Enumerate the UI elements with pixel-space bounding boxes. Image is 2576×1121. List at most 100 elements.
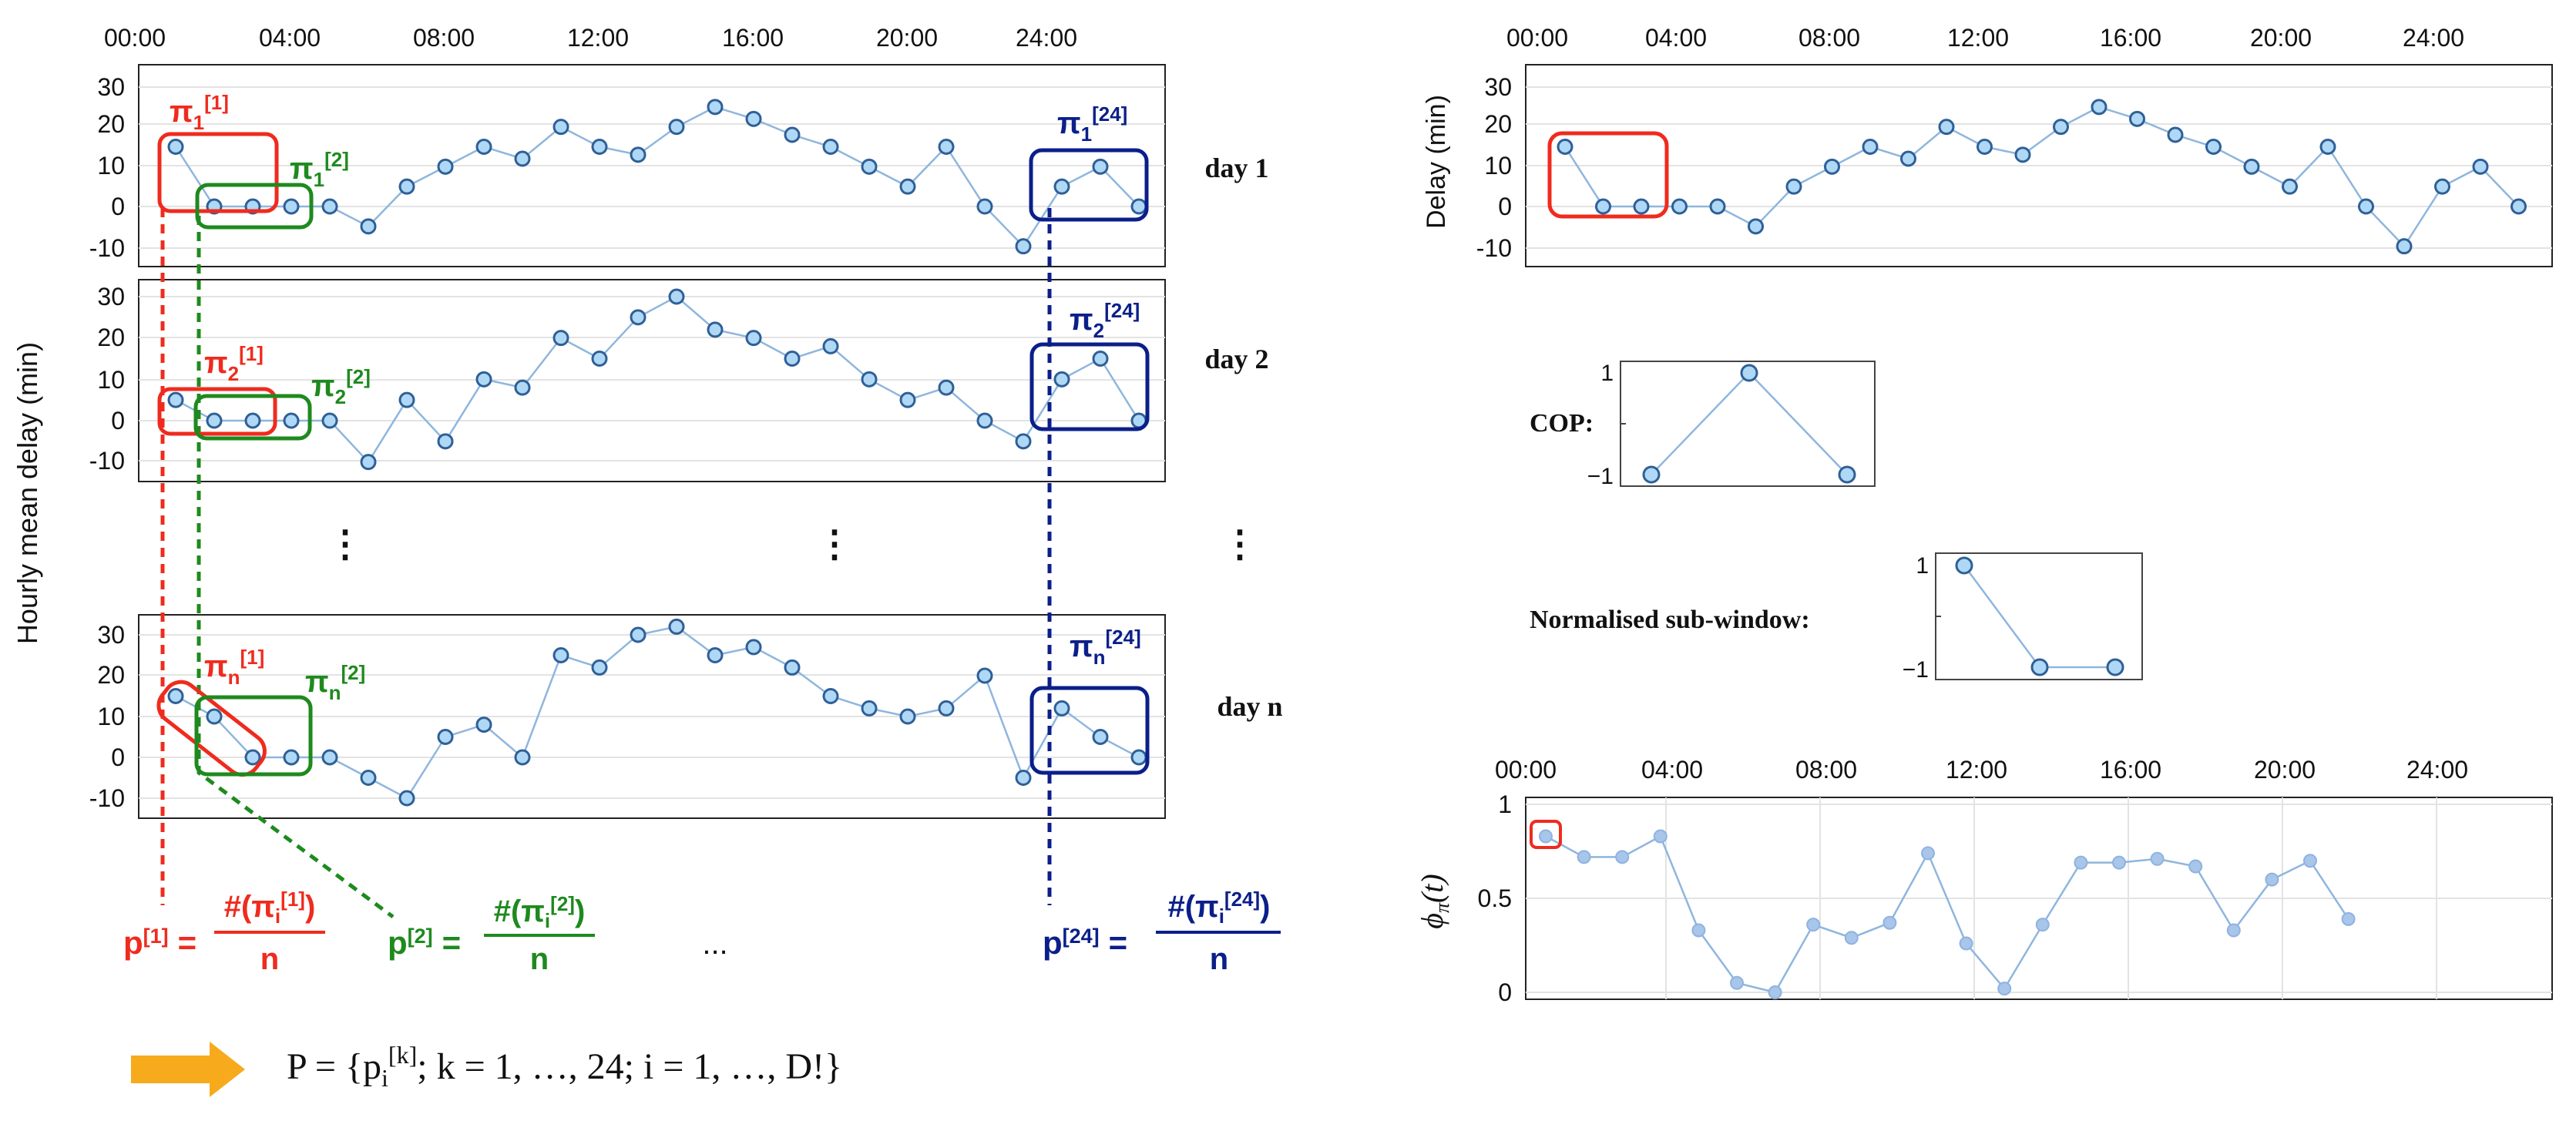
cop-label: COP:: [1530, 409, 1594, 438]
dayn-point: [398, 790, 415, 807]
dayn-point: [591, 659, 608, 676]
day2-point: [321, 412, 338, 429]
phi-point: [2303, 854, 2317, 868]
day2-ytick: -10: [89, 447, 125, 475]
day2-point: [899, 391, 916, 408]
prob-denominator: n: [530, 942, 549, 976]
normalised-point: [2030, 658, 2049, 676]
dayn-point: [1053, 700, 1070, 717]
day1-point: [437, 158, 454, 175]
day2-point: [822, 337, 839, 354]
cop-series: [1642, 364, 1856, 484]
dayn-pattern-box-navy: [1029, 686, 1150, 775]
dayn-ytick: 0: [111, 743, 125, 771]
delay-point: [1977, 139, 1993, 155]
prob-formula-1: p[1] = #(πi[1]) n: [123, 888, 325, 976]
dayn-panel: 30 20 10 0 -10 day n: [89, 614, 1283, 819]
day1-ytick: 30: [97, 73, 125, 101]
day2-point: [630, 309, 647, 326]
day2-ytick: 10: [97, 366, 125, 394]
phi-point: [1959, 936, 1973, 951]
day2-pattern-box-navy: [1029, 342, 1150, 431]
day1-point: [668, 119, 685, 136]
day1-series: [167, 99, 1147, 255]
dayn-pattern-box-red: [156, 680, 267, 777]
dayn-label: day n: [1217, 691, 1282, 722]
day1-point: [784, 126, 801, 143]
phi-point: [2226, 923, 2241, 938]
day2-pattern-label-navy: π2[24]: [1070, 299, 1140, 342]
dayn-point: [861, 700, 878, 717]
phi-xtick: 04:00: [1641, 756, 1703, 784]
dayn-pattern-label-red: πn[1]: [204, 646, 264, 689]
day1-point: [861, 158, 878, 175]
day2-point: [745, 330, 762, 347]
day1-point: [398, 178, 415, 195]
phi-xtick: 20:00: [2254, 756, 2316, 784]
delay-xtick: 20:00: [2250, 24, 2312, 52]
phi-point: [1730, 975, 1744, 990]
dayn-point: [630, 626, 647, 643]
delay-point: [1633, 198, 1650, 215]
phi-point: [1882, 915, 1897, 930]
phi-chart: 00:00 04:00 08:00 12:00 16:00 20:00 24:0…: [1415, 756, 2553, 1006]
dayn-point: [1130, 749, 1147, 766]
delay-point: [2358, 198, 2374, 215]
day2-point: [976, 412, 993, 429]
normalised-point: [1955, 556, 1973, 575]
left-time-label: 20:00: [876, 24, 938, 52]
day2-point: [591, 351, 608, 367]
phi-point: [1539, 829, 1553, 844]
delay-point: [2472, 158, 2489, 175]
delay-point: [2053, 119, 2069, 136]
day2-point: [1053, 371, 1070, 388]
day1-point: [976, 198, 993, 215]
phi-point: [2074, 855, 2088, 870]
dayn-ytick: -10: [89, 784, 125, 812]
prob-formula-24: p[24] = #(πi[24]) n: [1043, 888, 1281, 976]
delay-point: [2282, 178, 2298, 195]
phi-ytick: 0.5: [1478, 884, 1512, 912]
day1-ytick: 20: [97, 110, 125, 138]
prob-numerator: #(πi[1]): [224, 888, 316, 928]
normalised-chart: Normalised sub-window: 1 −1: [1530, 552, 2143, 683]
dayn-point: [475, 717, 492, 733]
day1-pattern-box-navy: [1029, 148, 1149, 222]
day2-label: day 2: [1204, 344, 1268, 374]
delay-ytick: 20: [1484, 110, 1512, 138]
day2-pattern-label-red: π2[1]: [204, 342, 264, 385]
day2-point: [437, 433, 454, 450]
delay-point: [1557, 139, 1573, 155]
day2-point: [1092, 351, 1109, 367]
delay-xtick: 24:00: [2403, 24, 2464, 52]
phi-point: [1768, 985, 1782, 999]
day1-pattern-label-red: π1[1]: [170, 91, 229, 134]
delay-point: [2434, 178, 2450, 195]
day2-pattern-box-red: [157, 387, 277, 436]
day1-point: [321, 198, 338, 215]
phi-xtick: 12:00: [1946, 756, 2007, 784]
delay-xtick: 00:00: [1506, 24, 1568, 52]
day2-point: [167, 391, 184, 408]
phi-point: [1997, 982, 2012, 996]
day1-point: [1015, 238, 1032, 255]
day1-label: day 1: [1204, 153, 1268, 183]
phi-ytick: 0: [1498, 978, 1512, 1006]
delay-point: [1709, 198, 1726, 215]
delay-point: [2167, 126, 2184, 143]
day1-point: [707, 99, 724, 116]
delay-point: [1938, 119, 1955, 136]
phi-point: [2188, 859, 2203, 874]
day2-series: [167, 288, 1147, 471]
day2-point: [668, 288, 685, 305]
phi-point: [1691, 923, 1706, 938]
dayn-ytick: 10: [97, 703, 125, 730]
dayn-point: [167, 688, 184, 704]
delay-xtick: 04:00: [1645, 24, 1707, 52]
dayn-point: [244, 749, 261, 766]
day1-ytick: -10: [89, 234, 125, 262]
phi-point: [2265, 872, 2279, 887]
normalised-point: [2106, 658, 2124, 676]
delay-xtick: 16:00: [2100, 24, 2161, 52]
